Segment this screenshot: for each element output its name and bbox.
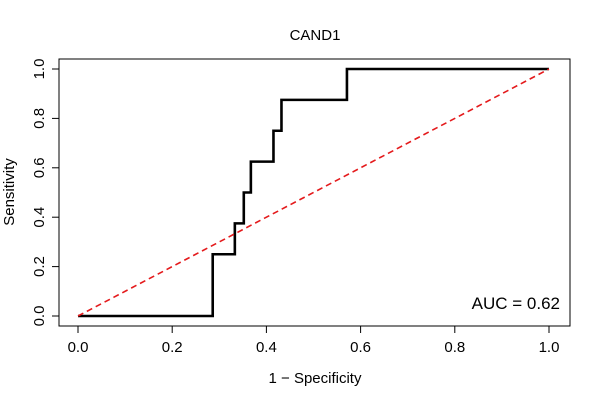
x-axis: 0.0 0.2 0.4 0.6 0.8 1.0 bbox=[68, 325, 560, 356]
roc-curve-line bbox=[78, 67, 549, 318]
y-tick-label: 0.2 bbox=[31, 256, 48, 277]
x-tick-label: 0.8 bbox=[444, 339, 465, 356]
x-tick-label: 1.0 bbox=[539, 339, 560, 356]
x-tick-label: 0.2 bbox=[162, 339, 183, 356]
y-tick-label: 0.8 bbox=[31, 108, 48, 129]
y-tick-label: 0.6 bbox=[31, 157, 48, 178]
x-axis-label: 1 − Specificity bbox=[269, 370, 362, 387]
y-axis: 0.0 0.2 0.4 0.6 0.8 1.0 bbox=[31, 59, 60, 327]
series-layer bbox=[77, 67, 550, 318]
chart-title: CAND1 bbox=[290, 27, 341, 44]
x-tick-label: 0.0 bbox=[68, 339, 89, 356]
auc-annotation: AUC = 0.62 bbox=[472, 294, 560, 313]
x-tick-label: 0.6 bbox=[350, 339, 371, 356]
y-tick-label: 0.4 bbox=[31, 207, 48, 228]
x-tick-label: 0.4 bbox=[256, 339, 277, 356]
reference-diagonal-line bbox=[77, 68, 550, 317]
y-axis-label: Sensitivity bbox=[1, 158, 18, 226]
y-tick-label: 1.0 bbox=[31, 59, 48, 80]
y-tick-label: 0.0 bbox=[31, 306, 48, 327]
